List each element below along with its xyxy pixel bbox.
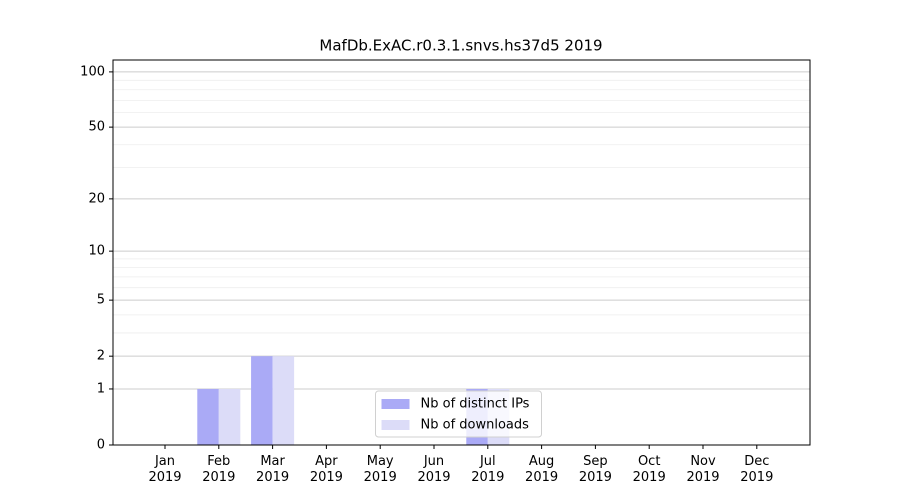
x-tick-label: Apr 2019 [310,454,343,485]
x-tick-label: May 2019 [364,454,397,485]
x-tick-label: Dec 2019 [740,454,773,485]
x-tick-label: Oct 2019 [633,454,666,485]
y-tick-label: 50 [88,120,105,135]
bar [218,388,241,445]
legend: Nb of distinct IPs Nb of downloads [375,390,542,438]
y-tick-label: 2 [97,349,105,364]
legend-swatch [381,399,410,409]
x-tick-label: Jan 2019 [148,454,181,485]
legend-label: Nb of downloads [421,418,530,433]
y-tick-label: 10 [88,244,105,259]
bar [272,356,295,445]
y-tick-label: 100 [80,64,105,79]
legend-label: Nb of distinct IPs [421,397,530,412]
bar [251,356,273,445]
plot-frame [112,59,811,446]
y-tick-label: 5 [97,293,105,308]
x-tick-label: Jun 2019 [417,454,450,485]
y-tick-label: 0 [97,438,105,453]
y-tick-label: 20 [88,191,105,206]
legend-box [375,390,542,438]
x-tick-label: Aug 2019 [525,454,558,485]
x-tick-label: Nov 2019 [686,454,719,485]
x-tick-label: Sep 2019 [579,454,612,485]
y-tick-label: 1 [97,381,105,396]
x-tick-label: Mar 2019 [256,454,289,485]
bar [197,388,219,445]
chart-title: MafDb.ExAC.r0.3.1.snvs.hs37d5 2019 [319,37,602,55]
x-tick-label: Jul 2019 [471,454,504,485]
x-tick-label: Feb 2019 [202,454,235,485]
legend-swatch [381,420,410,430]
